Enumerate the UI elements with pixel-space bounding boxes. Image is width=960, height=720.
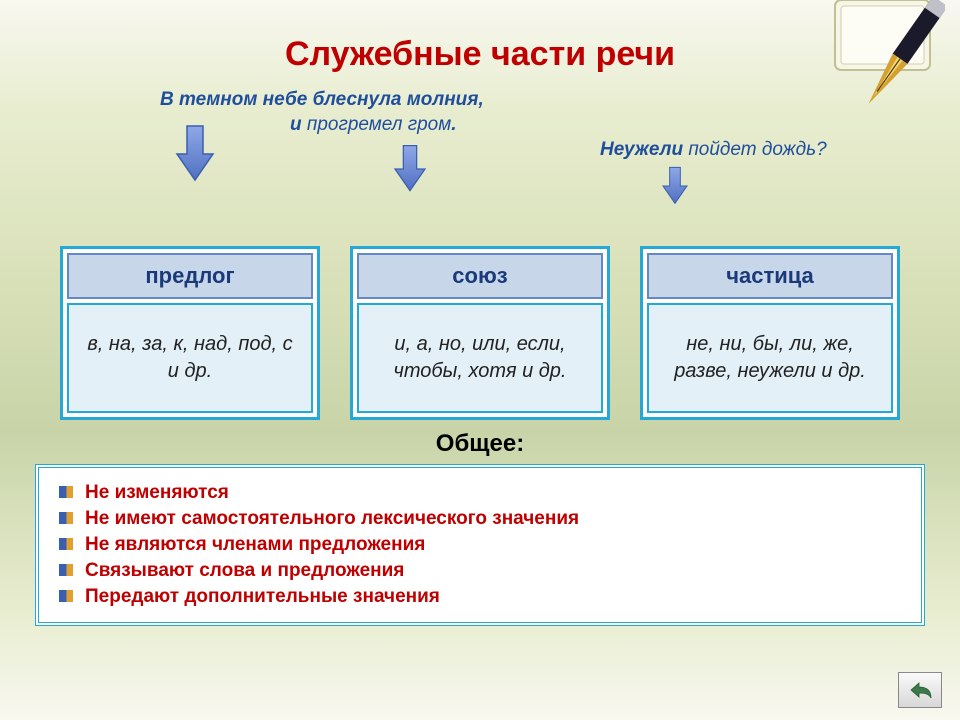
box-body-soyuz: и, а, но, или, если, чтобы, хотя и др. bbox=[357, 303, 603, 413]
example-3-rest: пойдет дождь bbox=[688, 139, 816, 160]
example-2-bold: и bbox=[290, 114, 307, 135]
page-title: Служебные части речи bbox=[0, 0, 960, 74]
arrow-3 bbox=[655, 166, 695, 206]
box-predlog: предлог в, на, за, к, над, под, си др. bbox=[60, 246, 320, 420]
arrow-2 bbox=[390, 144, 430, 194]
example-1-rest: темном небе блеснула молния bbox=[179, 89, 478, 110]
box-body-chastitsa: не, ни, бы, ли, же, разве, неужели и др. bbox=[647, 303, 893, 413]
example-2-rest: прогремел гром bbox=[307, 114, 451, 135]
arrows-row bbox=[0, 184, 960, 244]
examples-area: В темном небе блеснула молния, и прогрем… bbox=[0, 89, 960, 184]
example-line-2: и прогремел гром. bbox=[290, 114, 457, 136]
box-soyuz: союз и, а, но, или, если, чтобы, хотя и … bbox=[350, 246, 610, 420]
box-head-soyuz: союз bbox=[357, 253, 603, 299]
example-3-bold: Неужели bbox=[600, 139, 688, 160]
box-chastitsa: частица не, ни, бы, ли, же, разве, неуже… bbox=[640, 246, 900, 420]
example-1-comma: , bbox=[478, 89, 483, 110]
example-3-q: ? bbox=[816, 139, 827, 160]
box-head-chastitsa: частица bbox=[647, 253, 893, 299]
common-list: Не изменяются Не имеют самостоятельного … bbox=[59, 480, 901, 610]
box-head-predlog: предлог bbox=[67, 253, 313, 299]
example-2-dot: . bbox=[451, 114, 456, 135]
back-arrow-icon bbox=[905, 678, 935, 702]
common-box: Не изменяются Не имеют самостоятельного … bbox=[35, 464, 925, 626]
example-1-bold: В bbox=[160, 89, 179, 110]
common-item: Не изменяются bbox=[59, 480, 901, 506]
common-item: Не имеют самостоятельного лексического з… bbox=[59, 506, 901, 532]
back-button[interactable] bbox=[898, 672, 942, 708]
common-item: Не являются членами предложения bbox=[59, 532, 901, 558]
common-label: Общее: bbox=[0, 430, 960, 458]
arrow-1 bbox=[175, 124, 215, 184]
common-item: Связывают слова и предложения bbox=[59, 558, 901, 584]
boxes-row: предлог в, на, за, к, над, под, си др. с… bbox=[0, 246, 960, 420]
common-item: Передают дополнительные значения bbox=[59, 584, 901, 610]
example-line-3: Неужели пойдет дождь? bbox=[600, 139, 827, 161]
box-body-predlog: в, на, за, к, над, под, си др. bbox=[67, 303, 313, 413]
example-line-1: В темном небе блеснула молния, bbox=[160, 89, 484, 111]
